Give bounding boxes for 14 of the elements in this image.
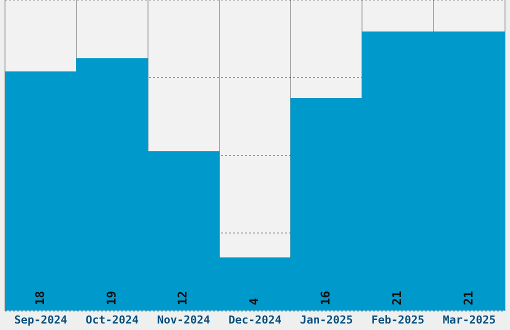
data-label: 21 [461,290,476,306]
x-tick-label: Oct-2024 [86,313,140,326]
data-label: 21 [390,290,404,306]
data-label: 4 [247,298,262,306]
x-tick-label: Sep-2024 [14,313,68,326]
x-tick-label: Jan-2025 [300,313,353,326]
data-label: 16 [318,290,333,306]
data-label: 12 [176,290,190,306]
data-label: 18 [32,290,47,306]
data-label: 19 [104,290,118,306]
x-tick-label: Nov-2024 [157,313,210,326]
x-tick-label: Dec-2024 [228,313,282,326]
x-tick-label: Mar-2025 [442,313,496,326]
x-tick-label: Feb-2025 [371,313,424,326]
